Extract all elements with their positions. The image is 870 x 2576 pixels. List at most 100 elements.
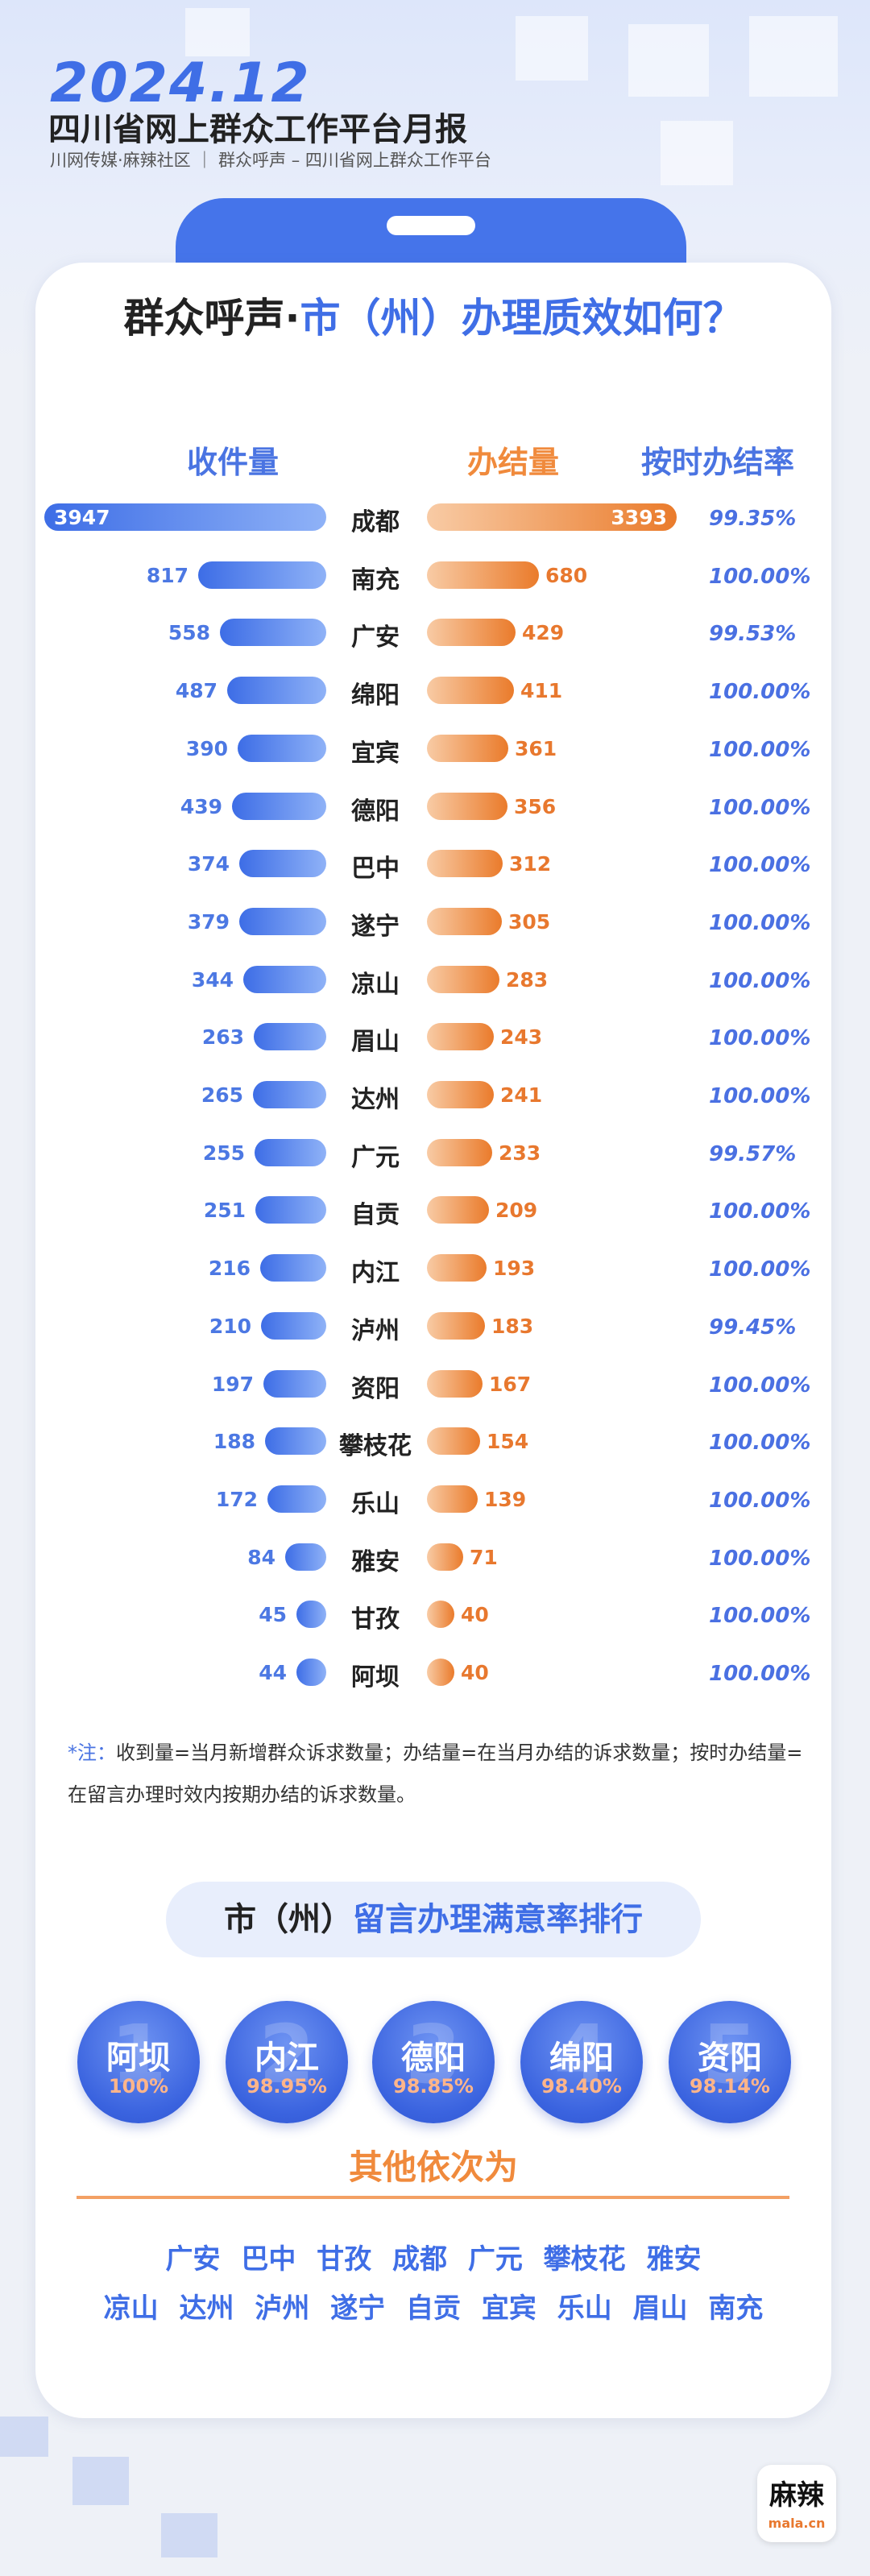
ontime-rate: 99.53% — [709, 622, 797, 646]
ontime-rate: 100.00% — [709, 680, 811, 704]
question-heading: 群众呼声·市（州）办理质效如何？ — [35, 286, 831, 344]
received-bar — [260, 1254, 326, 1282]
received-value: 558 — [168, 621, 210, 644]
decor-square — [516, 16, 588, 81]
completed-value: 411 — [520, 679, 563, 702]
ontime-rate: 100.00% — [709, 565, 811, 589]
others-title: 其他依次为 — [348, 2147, 518, 2187]
ontime-rate: 100.00% — [709, 738, 811, 762]
chart-row: 265 达州 241 100.00% — [0, 1081, 870, 1114]
ontime-rate: 99.57% — [709, 1142, 797, 1166]
satisfaction-title-a: 市（州） — [224, 1901, 353, 1938]
completed-value: 312 — [509, 852, 552, 876]
completed-value: 40 — [461, 1661, 489, 1684]
chart-row: 558 广安 429 99.53% — [0, 619, 870, 652]
chart-row: 45 甘孜 40 100.00% — [0, 1601, 870, 1634]
city-label: 达州 — [351, 1086, 400, 1114]
received-value: 44 — [259, 1661, 287, 1684]
completed-bar — [427, 1254, 487, 1282]
city-label: 自贡 — [351, 1201, 400, 1229]
completed-value: 361 — [515, 737, 557, 760]
received-bar — [198, 561, 326, 589]
city-label: 宜宾 — [351, 739, 400, 768]
completed-bar — [427, 1023, 494, 1050]
report-subtitle: 川网传媒·麻辣社区 ｜ 群众呼声 – 四川省网上群众工作平台 — [50, 151, 491, 170]
completed-bar — [427, 1427, 480, 1455]
chart-row: 84 雅安 71 100.00% — [0, 1543, 870, 1576]
logo-text: 麻辣 — [769, 2479, 824, 2512]
chart-row: 44 阿坝 40 100.00% — [0, 1659, 870, 1692]
received-value: 487 — [175, 679, 218, 702]
city-label: 资阳 — [351, 1375, 400, 1403]
completed-value: 283 — [506, 968, 549, 992]
completed-value: 154 — [487, 1430, 529, 1453]
medal-city: 内江 — [255, 2040, 319, 2077]
chart-row: 374 巴中 312 100.00% — [0, 850, 870, 883]
medal-city: 资阳 — [698, 2040, 762, 2077]
decor-square — [0, 2417, 48, 2457]
completed-bar — [427, 561, 539, 589]
received-bar — [232, 793, 326, 820]
completed-bar — [427, 1081, 494, 1108]
received-bar — [255, 1196, 326, 1224]
completed-bar — [427, 908, 502, 935]
received-bar — [238, 735, 326, 762]
chart-row: 817 南充 680 100.00% — [0, 561, 870, 594]
medal-percent: 98.14% — [690, 2075, 770, 2098]
chart-row: 390 宜宾 361 100.00% — [0, 735, 870, 768]
completed-value: 233 — [499, 1141, 541, 1165]
ontime-rate: 100.00% — [709, 1084, 811, 1108]
medal-rank: 2 — [259, 2007, 315, 2102]
completed-value: 167 — [489, 1373, 532, 1396]
chart-row: 263 眉山 243 100.00% — [0, 1023, 870, 1056]
received-value: 188 — [213, 1430, 255, 1453]
footnote-label: *注： — [68, 1741, 116, 1764]
completed-bar — [427, 850, 503, 877]
ontime-rate: 100.00% — [709, 969, 811, 993]
report-year: 2024.12 — [50, 52, 311, 115]
rank-medal: 2 内江 98.95% — [226, 2001, 348, 2123]
completed-value: 209 — [495, 1199, 538, 1222]
completed-bar — [427, 1196, 489, 1224]
medal-rank: 1 — [110, 2007, 167, 2102]
completed-value: 429 — [522, 621, 565, 644]
footnote: *注：收到量=当月新增群众诉求数量；办结量=在当月办结的诉求数量；按时办结量=在… — [68, 1732, 809, 1816]
medal-city: 阿坝 — [106, 2040, 171, 2077]
received-value: 390 — [185, 737, 228, 760]
received-bar — [253, 1081, 326, 1108]
received-bar — [265, 1427, 326, 1455]
satisfaction-title-b: 留言办理满意率排行 — [353, 1901, 643, 1938]
completed-bar — [427, 1139, 492, 1166]
received-value: 344 — [191, 968, 234, 992]
ontime-rate: 100.00% — [709, 1431, 811, 1455]
tab-pill — [387, 216, 475, 235]
chart-row: 188 攀枝花 154 100.00% — [0, 1427, 870, 1460]
city-label: 眉山 — [351, 1028, 400, 1056]
completed-value: 305 — [508, 910, 551, 934]
logo-sub: mala.cn — [768, 2516, 826, 2531]
divider-line — [77, 2196, 789, 2199]
received-bar — [255, 1139, 326, 1166]
medal-city: 德阳 — [401, 2040, 466, 2077]
city-label: 雅安 — [351, 1548, 400, 1576]
received-bar — [261, 1312, 326, 1340]
decor-square — [628, 24, 709, 97]
city-label: 成都 — [351, 508, 400, 536]
medal-percent: 98.85% — [393, 2075, 474, 2098]
completed-bar — [427, 1370, 483, 1398]
completed-bar — [427, 1543, 463, 1571]
received-bar — [267, 1485, 326, 1513]
received-bar — [285, 1543, 326, 1571]
chart-row: 3947 成都 3393 99.35% — [0, 503, 870, 536]
completed-bar — [427, 735, 508, 762]
satisfaction-title: 市（州）留言办理满意率排行 — [166, 1882, 701, 1957]
city-label: 内江 — [351, 1259, 400, 1287]
mala-logo: 麻辣 mala.cn — [757, 2465, 836, 2542]
completed-bar — [427, 793, 508, 820]
received-bar — [296, 1659, 326, 1686]
completed-bar — [427, 1312, 485, 1340]
ontime-rate: 100.00% — [709, 1604, 811, 1628]
received-value: 379 — [187, 910, 230, 934]
ontime-rate: 100.00% — [709, 1547, 811, 1571]
completed-bar — [427, 966, 499, 993]
